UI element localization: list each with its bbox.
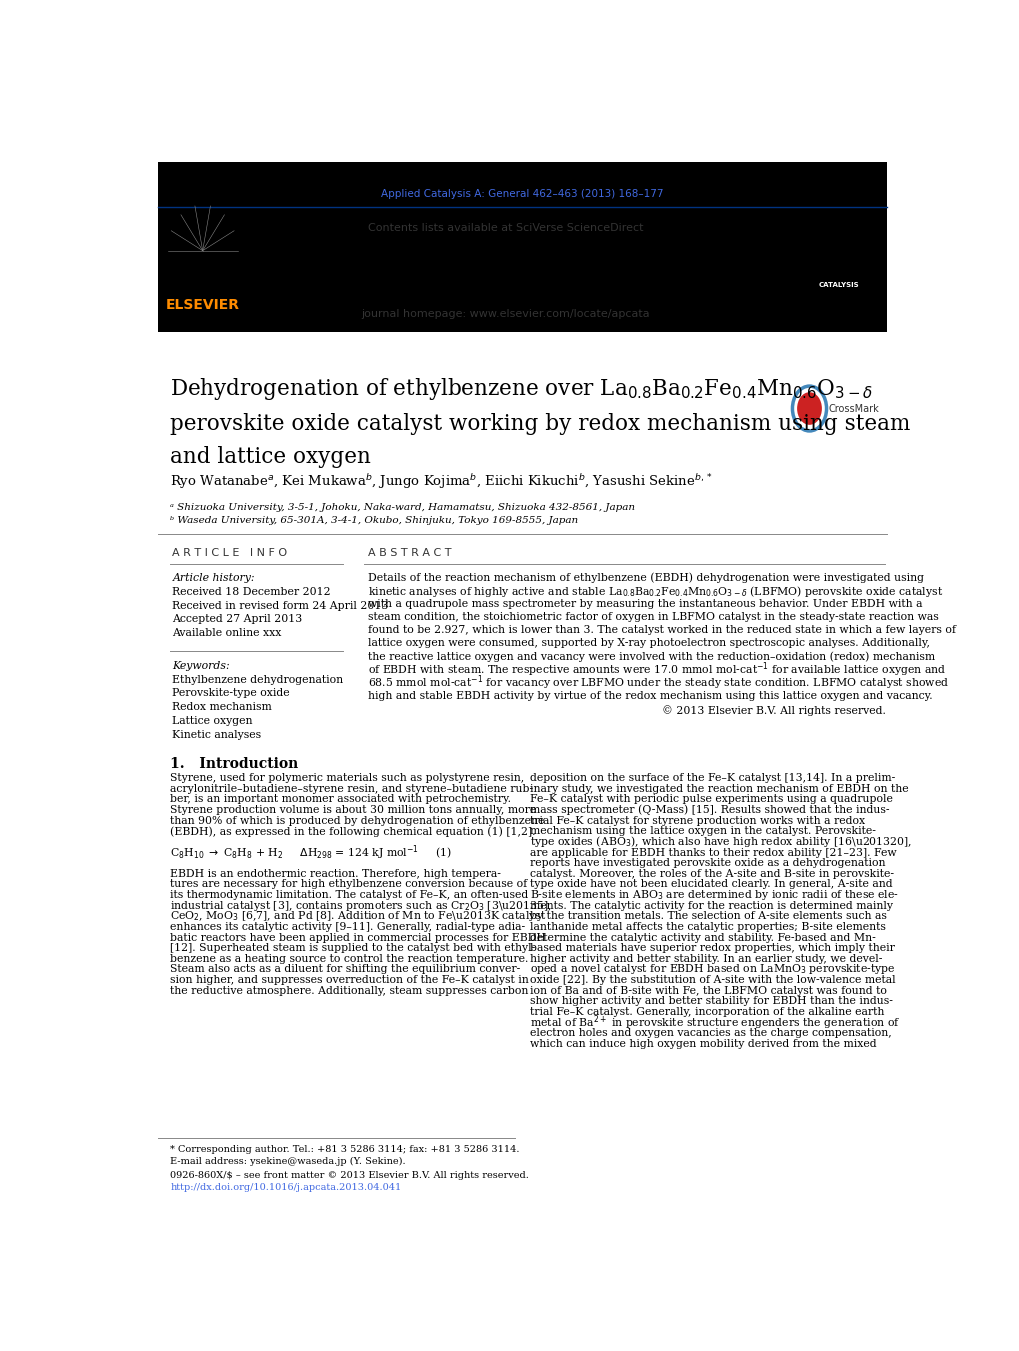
Text: its thermodynamic limitation. The catalyst of Fe–K, an often-used: its thermodynamic limitation. The cataly…: [170, 890, 528, 900]
Text: (EBDH), as expressed in the following chemical equation (1) [1,2].: (EBDH), as expressed in the following ch…: [170, 825, 535, 836]
Text: trial Fe–K catalyst. Generally, incorporation of the alkaline earth: trial Fe–K catalyst. Generally, incorpor…: [530, 1006, 884, 1017]
Text: the reactive lattice oxygen and vacancy were involved with the reduction–oxidati: the reactive lattice oxygen and vacancy …: [368, 651, 934, 662]
Text: E-mail address: ysekine@waseda.jp (Y. Sekine).: E-mail address: ysekine@waseda.jp (Y. Se…: [170, 1156, 406, 1166]
Text: Keywords:: Keywords:: [172, 662, 230, 671]
Text: Styrene production volume is about 30 million tons annually, more: Styrene production volume is about 30 mi…: [170, 805, 536, 815]
FancyBboxPatch shape: [791, 207, 887, 328]
Text: tures are necessary for high ethylbenzene conversion because of: tures are necessary for high ethylbenzen…: [170, 880, 527, 889]
FancyBboxPatch shape: [158, 207, 252, 328]
Text: [12]. Superheated steam is supplied to the catalyst bed with ethyl-: [12]. Superheated steam is supplied to t…: [170, 943, 535, 954]
Text: inary study, we investigated the reaction mechanism of EBDH on the: inary study, we investigated the reactio…: [530, 784, 908, 794]
Text: industrial catalyst [3], contains promoters such as Cr$_2$O$_3$ [3\u20135],: industrial catalyst [3], contains promot…: [170, 898, 551, 913]
Text: lattice oxygen were consumed, supported by X-ray photoelectron spectroscopic ana: lattice oxygen were consumed, supported …: [368, 639, 929, 648]
Text: 0926-860X/$ – see front matter © 2013 Elsevier B.V. All rights reserved.: 0926-860X/$ – see front matter © 2013 El…: [170, 1171, 529, 1179]
Text: Details of the reaction mechanism of ethylbenzene (EBDH) dehydrogenation were in: Details of the reaction mechanism of eth…: [368, 573, 923, 584]
Text: which can induce high oxygen mobility derived from the mixed: which can induce high oxygen mobility de…: [530, 1039, 876, 1048]
Text: of EBDH with steam. The respective amounts were 17.0 mmol mol-cat$^{-1}$ for ava: of EBDH with steam. The respective amoun…: [368, 661, 946, 678]
Text: Fe–K catalyst with periodic pulse experiments using a quadrupole: Fe–K catalyst with periodic pulse experi…: [530, 794, 893, 804]
Text: Lattice oxygen: Lattice oxygen: [172, 716, 253, 725]
Text: Contents lists available at SciVerse ScienceDirect: Contents lists available at SciVerse Sci…: [368, 223, 643, 232]
Text: CeO$_2$, MoO$_3$ [6,7], and Pd [8]. Addition of Mn to Fe\u2013K catalyst: CeO$_2$, MoO$_3$ [6,7], and Pd [8]. Addi…: [170, 909, 546, 923]
Text: mass spectrometer (Q-Mass) [15]. Results showed that the indus-: mass spectrometer (Q-Mass) [15]. Results…: [530, 805, 890, 815]
Text: acrylonitrile–butadiene–styrene resin, and styrene–butadiene rub-: acrylonitrile–butadiene–styrene resin, a…: [170, 784, 533, 794]
Text: reports have investigated perovskite oxide as a dehydrogenation: reports have investigated perovskite oxi…: [530, 858, 886, 869]
Text: lanthanide metal affects the catalytic properties; B-site elements: lanthanide metal affects the catalytic p…: [530, 921, 886, 932]
Text: 1.   Introduction: 1. Introduction: [170, 758, 299, 771]
Text: type oxides (ABO$_3$), which also have high redox ability [16\u201320],: type oxides (ABO$_3$), which also have h…: [530, 835, 912, 850]
Text: found to be 2.927, which is lower than 3. The catalyst worked in the reduced sta: found to be 2.927, which is lower than 3…: [368, 626, 955, 635]
Text: CrossMark: CrossMark: [827, 404, 878, 413]
Text: benzene as a heating source to control the reaction temperature.: benzene as a heating source to control t…: [170, 954, 528, 963]
Text: A R T I C L E   I N F O: A R T I C L E I N F O: [172, 549, 287, 558]
Text: trial Fe–K catalyst for styrene production works with a redox: trial Fe–K catalyst for styrene producti…: [530, 816, 865, 825]
Text: deposition on the surface of the Fe–K catalyst [13,14]. In a prelim-: deposition on the surface of the Fe–K ca…: [530, 773, 895, 784]
Text: the reductive atmosphere. Additionally, steam suppresses carbon: the reductive atmosphere. Additionally, …: [170, 986, 528, 996]
Text: A B S T R A C T: A B S T R A C T: [368, 549, 450, 558]
Text: sion higher, and suppresses overreduction of the Fe–K catalyst in: sion higher, and suppresses overreductio…: [170, 975, 529, 985]
Text: journal homepage: www.elsevier.com/locate/apcata: journal homepage: www.elsevier.com/locat…: [361, 309, 649, 319]
Text: Perovskite-type oxide: Perovskite-type oxide: [172, 689, 289, 698]
Text: show higher activity and better stability for EBDH than the indus-: show higher activity and better stabilit…: [530, 996, 893, 1006]
Text: oped a novel catalyst for EBDH based on LaMnO$_3$ perovskite-type: oped a novel catalyst for EBDH based on …: [530, 962, 896, 977]
Text: CATALYSIS: CATALYSIS: [818, 282, 858, 288]
Text: ELSEVIER: ELSEVIER: [165, 299, 239, 312]
Text: Article history:: Article history:: [172, 573, 255, 582]
Text: Dehydrogenation of ethylbenzene over La$_{0.8}$Ba$_{0.2}$Fe$_{0.4}$Mn$_{0.6}$O$_: Dehydrogenation of ethylbenzene over La$…: [170, 377, 872, 403]
Text: Ethylbenzene dehydrogenation: Ethylbenzene dehydrogenation: [172, 674, 343, 685]
Text: Available online xxx: Available online xxx: [172, 628, 281, 639]
Text: type oxide have not been elucidated clearly. In general, A-site and: type oxide have not been elucidated clea…: [530, 880, 893, 889]
Text: Accepted 27 April 2013: Accepted 27 April 2013: [172, 615, 303, 624]
Text: ber, is an important monomer associated with petrochemistry.: ber, is an important monomer associated …: [170, 794, 511, 804]
Text: based materials have superior redox properties, which imply their: based materials have superior redox prop…: [530, 943, 895, 954]
Text: Applied Catalysis A: General: Applied Catalysis A: General: [329, 259, 682, 281]
Text: ments. The catalytic activity for the reaction is determined mainly: ments. The catalytic activity for the re…: [530, 901, 893, 911]
Text: Kinetic analyses: Kinetic analyses: [172, 730, 261, 740]
Text: ᵇ Waseda University, 65-301A, 3-4-1, Okubo, Shinjuku, Tokyo 169-8555, Japan: ᵇ Waseda University, 65-301A, 3-4-1, Oku…: [170, 516, 578, 526]
Text: catalyst. Moreover, the roles of the A-site and B-site in perovskite-: catalyst. Moreover, the roles of the A-s…: [530, 869, 894, 878]
Text: http://dx.doi.org/10.1016/j.apcata.2013.04.041: http://dx.doi.org/10.1016/j.apcata.2013.…: [170, 1183, 401, 1193]
Text: electron holes and oxygen vacancies as the charge compensation,: electron holes and oxygen vacancies as t…: [530, 1028, 892, 1038]
Text: ion of Ba and of B-site with Fe, the LBFMO catalyst was found to: ion of Ba and of B-site with Fe, the LBF…: [530, 986, 887, 996]
FancyBboxPatch shape: [158, 0, 887, 331]
Text: than 90% of which is produced by dehydrogenation of ethylbenzene: than 90% of which is produced by dehydro…: [170, 816, 544, 825]
Text: enhances its catalytic activity [9–11]. Generally, radial-type adia-: enhances its catalytic activity [9–11]. …: [170, 921, 525, 932]
Text: Steam also acts as a diluent for shifting the equilibrium conver-: Steam also acts as a diluent for shiftin…: [170, 965, 520, 974]
Text: Received 18 December 2012: Received 18 December 2012: [172, 586, 331, 597]
Text: with a quadrupole mass spectrometer by measuring the instantaneous behavior. Und: with a quadrupole mass spectrometer by m…: [368, 598, 921, 609]
Text: determine the catalytic activity and stability. Fe-based and Mn-: determine the catalytic activity and sta…: [530, 932, 875, 943]
Text: steam condition, the stoichiometric factor of oxygen in LBFMO catalyst in the st: steam condition, the stoichiometric fact…: [368, 612, 937, 623]
Text: perovskite oxide catalyst working by redox mechanism using steam: perovskite oxide catalyst working by red…: [170, 413, 910, 435]
Text: are applicable for EBDH thanks to their redox ability [21–23]. Few: are applicable for EBDH thanks to their …: [530, 847, 897, 858]
Text: Applied Catalysis A: General 462–463 (2013) 168–177: Applied Catalysis A: General 462–463 (20…: [381, 189, 663, 200]
Text: B-site elements in ABO$_3$ are determined by ionic radii of these ele-: B-site elements in ABO$_3$ are determine…: [530, 888, 899, 902]
Text: oxide [22]. By the substitution of A-site with the low-valence metal: oxide [22]. By the substitution of A-sit…: [530, 975, 896, 985]
Text: kinetic analyses of highly active and stable La$_{0.8}$Ba$_{0.2}$Fe$_{0.4}$Mn$_{: kinetic analyses of highly active and st…: [368, 584, 943, 598]
Text: higher activity and better stability. In an earlier study, we devel-: higher activity and better stability. In…: [530, 954, 882, 963]
Text: high and stable EBDH activity by virtue of the redox mechanism using this lattic: high and stable EBDH activity by virtue …: [368, 690, 931, 701]
Text: and lattice oxygen: and lattice oxygen: [170, 446, 371, 467]
Text: * Corresponding author. Tel.: +81 3 5286 3114; fax: +81 3 5286 3114.: * Corresponding author. Tel.: +81 3 5286…: [170, 1144, 519, 1154]
Text: ᵃ Shizuoka University, 3-5-1, Johoku, Naka-ward, Hamamatsu, Shizuoka 432-8561, J: ᵃ Shizuoka University, 3-5-1, Johoku, Na…: [170, 503, 635, 512]
Text: batic reactors have been applied in commercial processes for EBDH: batic reactors have been applied in comm…: [170, 932, 545, 943]
FancyBboxPatch shape: [158, 207, 760, 328]
Circle shape: [796, 392, 821, 424]
Text: Styrene, used for polymeric materials such as polystyrene resin,: Styrene, used for polymeric materials su…: [170, 773, 524, 784]
Text: Received in revised form 24 April 2013: Received in revised form 24 April 2013: [172, 601, 388, 611]
Text: mechanism using the lattice oxygen in the catalyst. Perovskite-: mechanism using the lattice oxygen in th…: [530, 827, 875, 836]
Text: by the transition metals. The selection of A-site elements such as: by the transition metals. The selection …: [530, 912, 887, 921]
Text: Ryo Watanabe$^a$, Kei Mukawa$^b$, Jungo Kojima$^b$, Eiichi Kikuchi$^b$, Yasushi : Ryo Watanabe$^a$, Kei Mukawa$^b$, Jungo …: [170, 473, 712, 492]
Text: EBDH is an endothermic reaction. Therefore, high tempera-: EBDH is an endothermic reaction. Therefo…: [170, 869, 500, 878]
Text: metal of Ba$^{2+}$ in perovskite structure engenders the generation of: metal of Ba$^{2+}$ in perovskite structu…: [530, 1013, 900, 1032]
Text: C$_8$H$_{10}$ $\rightarrow$ C$_8$H$_8$ + H$_2$     $\Delta$H$_{298}$ = 124 kJ mo: C$_8$H$_{10}$ $\rightarrow$ C$_8$H$_8$ +…: [170, 843, 451, 862]
Text: © 2013 Elsevier B.V. All rights reserved.: © 2013 Elsevier B.V. All rights reserved…: [661, 705, 884, 716]
Text: Redox mechanism: Redox mechanism: [172, 703, 272, 712]
Text: 68.5 mmol mol-cat$^{-1}$ for vacancy over LBFMO under the steady state condition: 68.5 mmol mol-cat$^{-1}$ for vacancy ove…: [368, 673, 948, 692]
